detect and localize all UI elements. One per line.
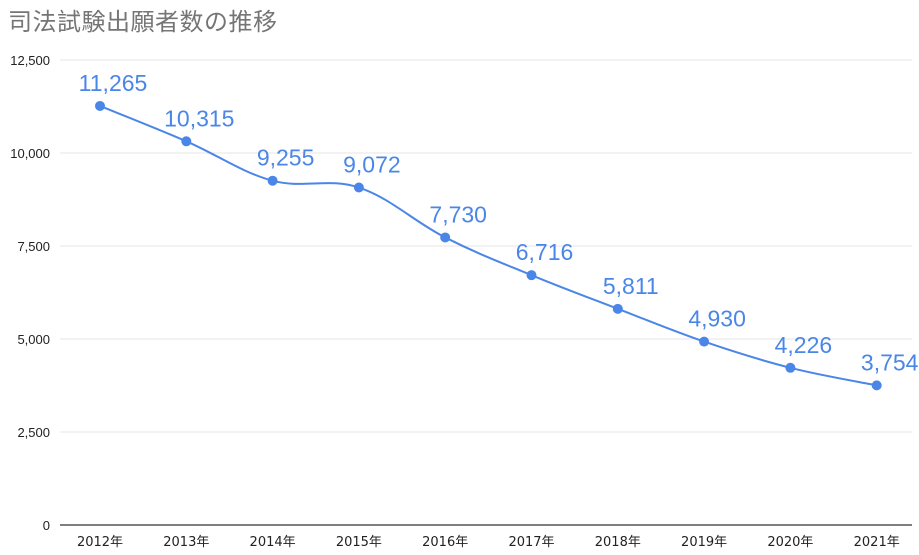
y-tick-label: 5,000 xyxy=(17,332,50,347)
x-tick-label: 2012年 xyxy=(77,535,123,550)
y-axis-tick-labels: 0 2,500 5,000 7,500 10,000 12,500 xyxy=(10,53,50,533)
data-label: 5,811 xyxy=(603,273,659,299)
data-point xyxy=(440,232,451,243)
data-points xyxy=(95,100,882,391)
x-tick-label: 2015年 xyxy=(336,535,382,550)
data-label: 7,730 xyxy=(429,201,487,227)
data-label: 10,315 xyxy=(164,105,234,131)
data-point xyxy=(871,380,882,391)
data-point xyxy=(267,175,278,186)
series-line xyxy=(99,105,877,387)
x-tick-label: 2018年 xyxy=(595,535,641,550)
data-label: 9,072 xyxy=(343,152,401,178)
data-point xyxy=(353,182,364,193)
x-tick-label: 2020年 xyxy=(767,535,813,550)
x-axis-tick-labels: 2012年 2013年 2014年 2015年 2016年 2017年 2018年 2019年… xyxy=(77,535,900,550)
data-label: 4,930 xyxy=(688,306,746,332)
y-tick-label: 10,000 xyxy=(10,146,50,161)
y-tick-label: 0 xyxy=(43,518,50,533)
data-labels: 11,265 10,315 9,255 9,072 7,730 6,716 5,811 4,9… xyxy=(79,70,919,375)
x-tick-label: 2014年 xyxy=(250,535,296,550)
y-tick-label: 12,500 xyxy=(10,53,50,68)
data-label: 3,754 xyxy=(861,349,919,375)
data-point xyxy=(612,303,623,314)
y-tick-label: 7,500 xyxy=(17,239,50,254)
x-tick-label: 2013年 xyxy=(163,535,209,550)
data-point xyxy=(785,362,796,373)
x-tick-label: 2017年 xyxy=(508,535,554,550)
data-label: 4,226 xyxy=(775,332,833,358)
data-label: 6,716 xyxy=(516,239,574,265)
x-tick-label: 2016年 xyxy=(422,535,468,550)
data-point xyxy=(181,136,192,147)
gridlines xyxy=(60,59,912,433)
data-label: 11,265 xyxy=(79,70,148,96)
series-line-path xyxy=(99,105,877,387)
data-label: 9,255 xyxy=(257,145,315,171)
x-tick-label: 2019年 xyxy=(681,535,727,550)
chart-title: 司法試験出願者数の推移 xyxy=(8,8,278,36)
y-tick-label: 2,500 xyxy=(17,425,50,440)
data-point xyxy=(699,336,710,347)
x-tick-label: 2021年 xyxy=(854,535,900,550)
data-point xyxy=(95,100,105,111)
data-point xyxy=(526,270,537,281)
